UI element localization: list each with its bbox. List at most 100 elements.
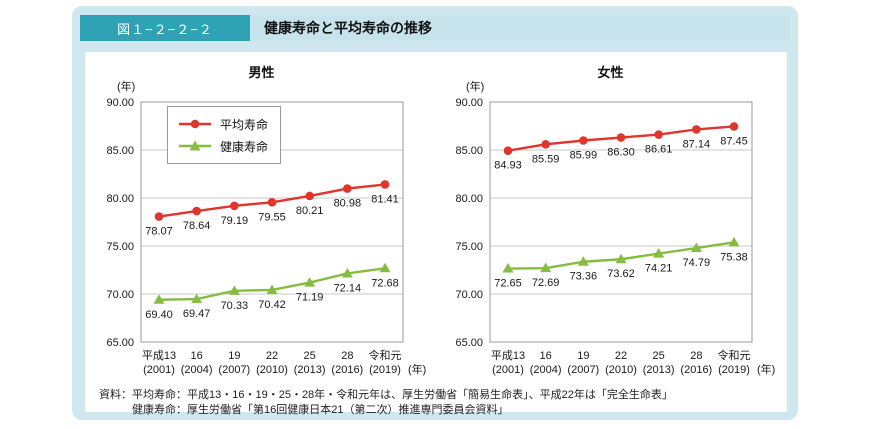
data-point-circle (305, 191, 314, 201)
value-label: 74.79 (683, 257, 711, 269)
data-point-circle (230, 201, 239, 211)
data-point-circle (380, 180, 390, 189)
x-axis-unit: (年) (408, 362, 426, 376)
female-chart-svg: 65.00 70.00 75.00 80.00 85.00 90.00 (年) 平成13 16 1… (455, 79, 775, 376)
x-tick-year: (2001) (143, 364, 175, 376)
y-tick-label: 80.00 (455, 193, 483, 205)
value-label: 72.68 (371, 277, 399, 289)
data-point-circle (541, 140, 550, 149)
x-tick-era: 19 (228, 350, 240, 362)
data-point-triangle (653, 248, 665, 258)
x-tick-year: (2004) (181, 364, 213, 376)
data-point-circle (154, 212, 164, 221)
value-label: 80.98 (334, 198, 362, 210)
data-point-triangle (728, 236, 740, 247)
legend-item-healthy-life: 健康寿命 (178, 135, 268, 157)
value-label: 81.41 (371, 193, 399, 205)
data-point-circle (343, 184, 352, 193)
y-tick-label: 75.00 (455, 241, 483, 253)
x-tick-era: 25 (304, 350, 316, 362)
data-point-circle (503, 146, 513, 155)
x-tick-era: 19 (577, 350, 589, 362)
x-tick-year: (2013) (643, 364, 675, 376)
chart-legend: 平均寿命 健康寿命 (167, 106, 282, 164)
y-tick-label: 85.00 (106, 145, 134, 157)
source-line-2: 健康寿命：厚生労働省「第16回健康日本21（第二次）推進専門委員会資料」 (132, 404, 509, 416)
charts-row: 男性 65.00 70.00 75.00 80.00 85.00 90.00 (年) 平成13… (85, 52, 787, 380)
value-label: 71.19 (296, 292, 324, 304)
plot-border (140, 101, 404, 343)
chart-panel-female: 女性 65.00 70.00 75.00 80.00 85.00 90.00 (年) 平成13… (440, 58, 781, 380)
data-point-triangle (379, 262, 391, 273)
value-label: 78.07 (145, 226, 173, 238)
figure-title: 健康寿命と平均寿命の推移 (264, 20, 432, 36)
value-label: 87.45 (720, 135, 748, 147)
healthy-life-line-icon (179, 140, 211, 151)
y-tick-label: 75.00 (106, 241, 134, 253)
value-label: 72.14 (334, 282, 362, 294)
x-tick-era: 22 (615, 350, 627, 362)
x-tick-era: 16 (191, 350, 203, 362)
y-tick-label: 65.00 (455, 337, 483, 349)
data-point-triangle (191, 293, 203, 304)
figure-card: 図１−２−２−２ 健康寿命と平均寿命の推移 男性 65.00 70.00 75.00… (72, 6, 798, 420)
value-label: 69.40 (145, 309, 173, 321)
source-note: 資料：平均寿命：平成13・16・19・25・28年・令和元年は、厚生労働省「簡易… (85, 380, 787, 418)
value-label: 85.59 (532, 153, 560, 165)
value-label: 79.55 (258, 211, 286, 223)
legend-label-average-life: 平均寿命 (220, 117, 269, 132)
figure-titlebar: 図１−２−２−２ 健康寿命と平均寿命の推移 (80, 15, 790, 41)
value-label: 86.30 (607, 147, 635, 159)
data-point-circle (192, 206, 201, 216)
data-point-circle (267, 198, 277, 207)
y-axis-unit: (年) (117, 79, 135, 93)
x-tick-year: (2001) (492, 364, 524, 376)
x-tick-year: (2016) (331, 364, 363, 376)
value-label: 70.42 (258, 299, 286, 311)
data-point-circle (729, 122, 739, 131)
x-tick-era: 22 (266, 350, 278, 362)
figure-content: 男性 65.00 70.00 75.00 80.00 85.00 90.00 (年) 平成13… (85, 52, 787, 416)
data-point-triangle (540, 262, 552, 273)
data-point-triangle (690, 242, 702, 253)
value-label: 80.21 (296, 205, 324, 217)
x-tick-year: (2007) (218, 364, 250, 376)
value-label: 69.47 (183, 308, 211, 320)
value-label: 86.61 (645, 144, 673, 156)
x-tick-year: (2007) (567, 364, 599, 376)
female-chart-title: 女性 (597, 65, 624, 80)
x-tick-era: 平成13 (142, 349, 176, 362)
y-tick-label: 80.00 (106, 193, 134, 205)
data-point-circle (654, 130, 663, 139)
value-label: 75.38 (720, 251, 748, 263)
x-tick-era: 令和元 (718, 348, 751, 362)
x-axis-unit: (年) (757, 362, 775, 376)
x-tick-era: 16 (540, 350, 552, 362)
male-chart-svg: 65.00 70.00 75.00 80.00 85.00 90.00 (年) 平成13 16 1… (106, 79, 426, 376)
value-label: 85.99 (570, 149, 598, 161)
data-point-triangle (615, 253, 627, 264)
data-point-triangle (153, 294, 165, 304)
legend-label-healthy-life: 健康寿命 (220, 139, 269, 154)
y-axis-unit: (年) (466, 79, 484, 93)
x-tick-year: (2013) (294, 364, 326, 376)
data-point-triangle (577, 256, 589, 266)
data-point-triangle (341, 267, 353, 278)
value-label: 87.14 (683, 138, 711, 150)
x-tick-year: (2019) (718, 364, 750, 376)
x-tick-era: 令和元 (369, 348, 402, 362)
data-point-triangle (266, 284, 278, 294)
y-tick-label: 90.00 (106, 97, 134, 109)
data-point-triangle (304, 277, 316, 287)
chart-panel-male: 男性 65.00 70.00 75.00 80.00 85.00 90.00 (年) 平成13… (91, 58, 432, 380)
average-life-line-icon (179, 119, 211, 129)
value-label: 74.21 (645, 263, 673, 275)
figure-number-badge: 図１−２−２−２ (80, 15, 250, 41)
male-chart-title: 男性 (248, 65, 275, 80)
data-point-triangle (502, 263, 514, 273)
plot-border (489, 101, 753, 343)
value-label: 70.33 (221, 300, 249, 312)
y-tick-label: 70.00 (106, 289, 134, 301)
value-label: 72.65 (494, 278, 522, 290)
